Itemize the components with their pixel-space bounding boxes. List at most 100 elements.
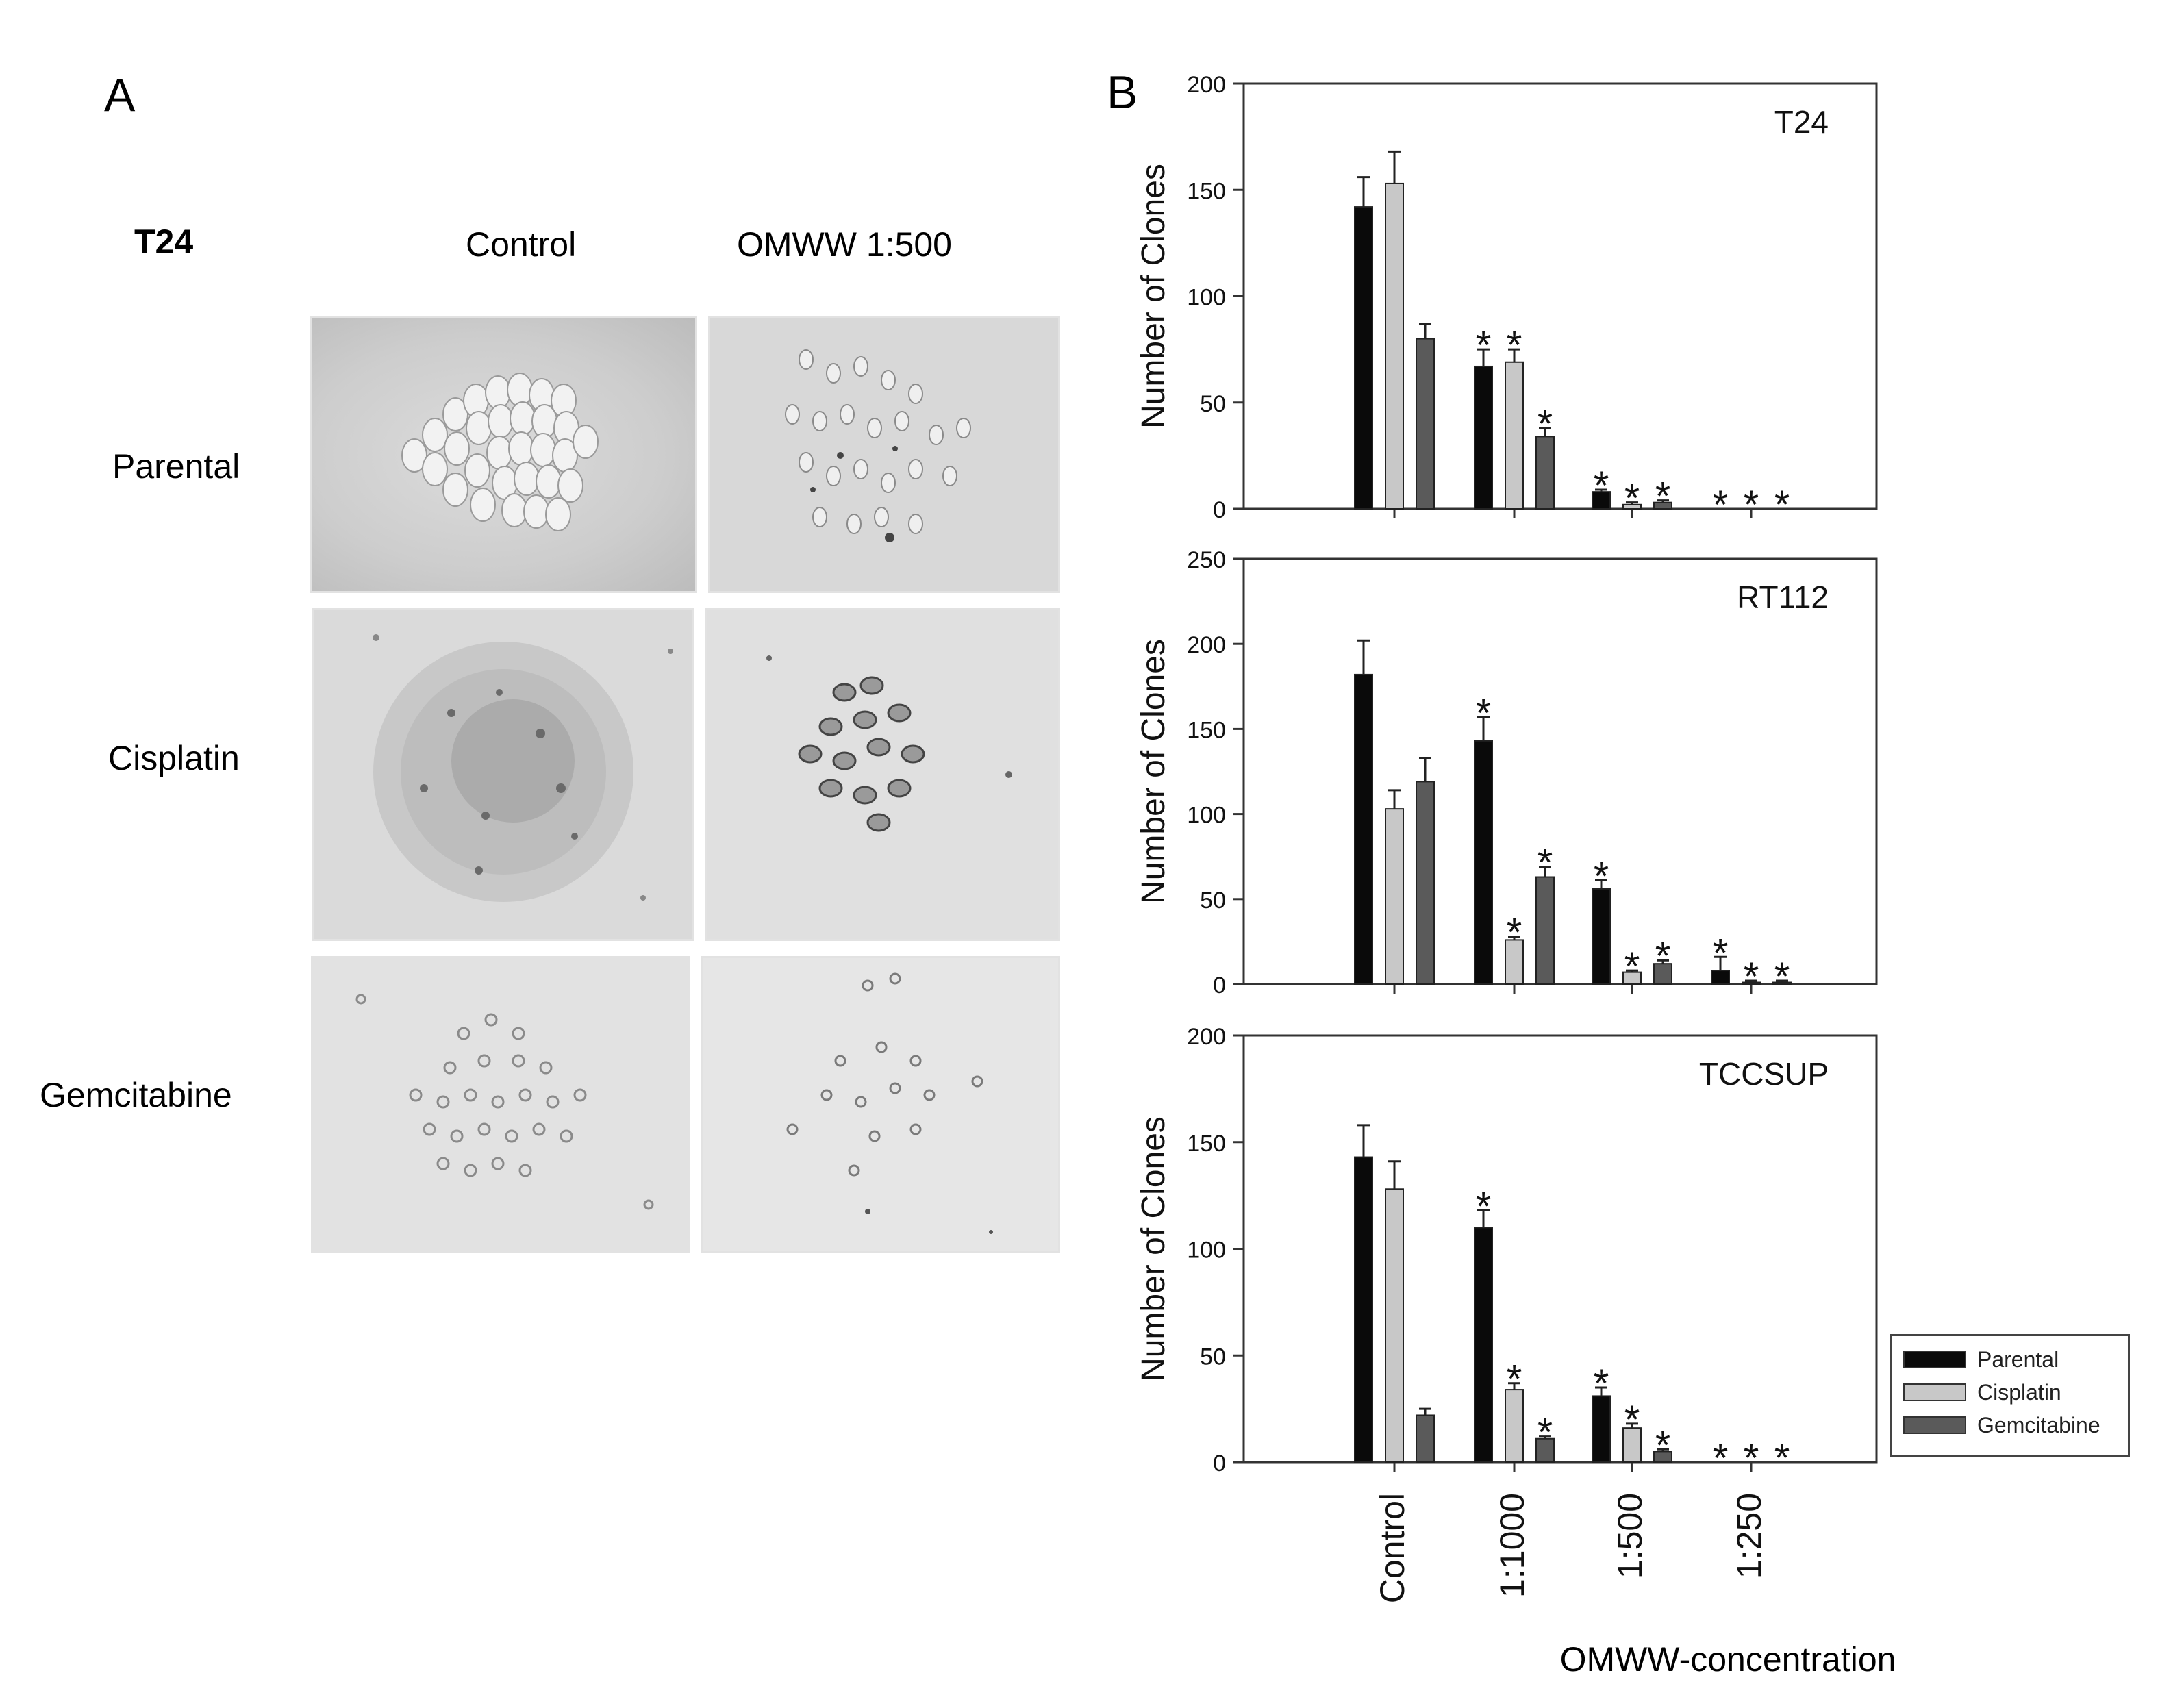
bar-t24-parental xyxy=(1354,206,1373,510)
y-axis-label-tccsup: Number of Clones xyxy=(1135,1116,1172,1381)
legend-label-gemcitabine: Gemcitabine xyxy=(1977,1412,2100,1437)
cisplatin-control-cells xyxy=(373,634,673,902)
bar-tccsup-parental xyxy=(1592,1395,1611,1464)
legend-item-gemcitabine: Gemcitabine xyxy=(1903,1411,2100,1439)
significance-star: * xyxy=(1655,1423,1671,1468)
plot-frame-tccsup xyxy=(1242,1034,1878,1464)
micrograph-parental-omww xyxy=(708,316,1060,593)
significance-star: * xyxy=(1507,1357,1522,1402)
significance-star: * xyxy=(1774,955,1790,999)
y-axis-label-rt112: Number of Clones xyxy=(1135,639,1172,904)
chart-title-t24: T24 xyxy=(1774,104,1829,140)
micrograph-gemcitabine-omww xyxy=(701,956,1060,1253)
y-tick-label: 100 xyxy=(1187,1238,1226,1264)
legend-swatch-gemcitabine xyxy=(1903,1416,1966,1434)
legend-item-cisplatin: Cisplatin xyxy=(1903,1379,2061,1406)
significance-star: * xyxy=(1476,691,1492,736)
legend-item-parental: Parental xyxy=(1903,1346,2059,1373)
chart-title-rt112: RT112 xyxy=(1737,579,1829,615)
micrograph-cisplatin-omww xyxy=(705,608,1060,941)
significance-star: * xyxy=(1507,323,1522,368)
row-label-cisplatin: Cisplatin xyxy=(108,739,240,777)
y-axis-label-t24: Number of Clones xyxy=(1135,164,1172,429)
gemcitabine-omww-cells xyxy=(786,972,993,1234)
bar-rt112-parental xyxy=(1592,888,1611,985)
gemcitabine-control-cells xyxy=(355,994,654,1210)
significance-star: * xyxy=(1594,1361,1609,1406)
column-header-control: Control xyxy=(466,225,577,264)
micrograph-gemcitabine-control xyxy=(311,956,690,1253)
x-category-label: 1:250 xyxy=(1730,1493,1768,1579)
x-category-label: 1:1000 xyxy=(1493,1493,1531,1598)
significance-star: * xyxy=(1594,854,1609,899)
significance-star: * xyxy=(1624,944,1640,989)
y-tick-label: 150 xyxy=(1187,717,1226,743)
y-tick-label: 0 xyxy=(1213,497,1226,523)
bar-rt112-parental xyxy=(1474,740,1493,985)
plot-frame-rt112 xyxy=(1242,557,1878,985)
y-tick-label: 50 xyxy=(1200,888,1226,914)
significance-star: * xyxy=(1537,1411,1553,1455)
legend-swatch-parental xyxy=(1903,1351,1966,1368)
panel-b-letter: B xyxy=(1107,66,1138,118)
significance-star: * xyxy=(1476,323,1492,368)
row-label-gemcitabine: Gemcitabine xyxy=(40,1076,232,1114)
bar-t24-cisplatin xyxy=(1385,182,1404,510)
significance-star: * xyxy=(1537,841,1553,886)
bar-tccsup-parental xyxy=(1474,1227,1493,1463)
chart-title-tccsup: TCCSUP xyxy=(1699,1056,1829,1092)
legend-label-cisplatin: Cisplatin xyxy=(1977,1379,2061,1405)
y-tick-label: 100 xyxy=(1187,285,1226,311)
significance-star: * xyxy=(1624,1398,1640,1442)
significance-star: * xyxy=(1744,1436,1759,1481)
panel-a-title: T24 xyxy=(134,223,194,261)
bar-t24-gemcitabine xyxy=(1416,338,1435,510)
significance-star: * xyxy=(1774,1436,1790,1481)
cisplatin-omww-cells xyxy=(766,655,1012,832)
y-tick-label: 200 xyxy=(1187,632,1226,658)
y-tick-label: 200 xyxy=(1187,72,1226,98)
plot-frame-t24 xyxy=(1242,82,1878,510)
y-tick-label: 200 xyxy=(1187,1024,1226,1050)
parental-omww-cells xyxy=(785,349,971,542)
y-tick-label: 150 xyxy=(1187,1131,1226,1157)
panel-a-letter: A xyxy=(104,69,136,121)
bar-t24-parental xyxy=(1474,365,1493,510)
significance-star: * xyxy=(1624,477,1640,521)
micrograph-parental-control xyxy=(310,316,697,593)
bar-rt112-cisplatin xyxy=(1385,808,1404,985)
significance-star: * xyxy=(1507,910,1522,955)
bar-rt112-gemcitabine xyxy=(1535,876,1555,985)
significance-star: * xyxy=(1476,1184,1492,1229)
y-tick-label: 150 xyxy=(1187,178,1226,204)
bar-t24-parental xyxy=(1592,491,1611,510)
bar-t24-gemcitabine xyxy=(1535,436,1555,510)
legend-swatch-cisplatin xyxy=(1903,1383,1966,1401)
x-category-label: 1:500 xyxy=(1611,1493,1649,1579)
bar-tccsup-gemcitabine xyxy=(1416,1414,1435,1463)
significance-star: * xyxy=(1713,1436,1729,1481)
bar-tccsup-cisplatin xyxy=(1385,1188,1404,1464)
x-category-label: Control xyxy=(1373,1493,1411,1603)
significance-star: * xyxy=(1655,475,1671,519)
row-label-parental: Parental xyxy=(112,447,240,486)
y-tick-label: 0 xyxy=(1213,972,1226,999)
legend: Parental Cisplatin Gemcitabine xyxy=(1890,1334,2130,1457)
parental-control-cells xyxy=(401,373,599,531)
y-tick-label: 100 xyxy=(1187,803,1226,829)
significance-star: * xyxy=(1537,402,1553,447)
significance-star: * xyxy=(1744,955,1759,999)
bar-rt112-parental xyxy=(1354,673,1373,985)
bar-rt112-cisplatin xyxy=(1505,939,1524,985)
bar-rt112-gemcitabine xyxy=(1416,781,1435,985)
significance-star: * xyxy=(1713,931,1729,975)
y-tick-label: 50 xyxy=(1200,1344,1226,1370)
y-tick-label: 250 xyxy=(1187,547,1226,573)
significance-star: * xyxy=(1713,483,1729,527)
bar-t24-cisplatin xyxy=(1505,361,1524,510)
column-header-omww: OMWW 1:500 xyxy=(737,225,952,264)
y-tick-label: 0 xyxy=(1213,1451,1226,1477)
significance-star: * xyxy=(1594,464,1609,508)
y-tick-label: 50 xyxy=(1200,391,1226,417)
